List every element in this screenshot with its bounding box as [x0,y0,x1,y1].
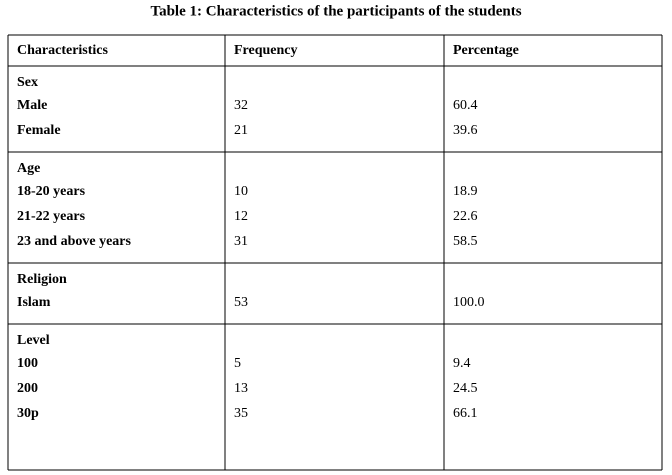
cell: 12 [234,209,248,224]
table: Characteristics Frequency Percentage Sex Mal… [7,34,663,471]
row-label: 200 [17,381,38,396]
header-cell: Percentage [453,43,519,58]
cell: 66.1 [453,406,478,421]
row-label: Female [17,123,61,138]
row-label: 23 and above years [17,234,132,249]
group-label: Sex [17,75,38,90]
row-label: 21-22 years [17,209,86,224]
cell: 58.5 [453,234,478,249]
cell: 21 [234,123,248,138]
cell: 31 [234,234,248,249]
group-label: Level [17,333,50,348]
group-label: Religion [17,272,67,287]
cell: 60.4 [453,98,478,113]
row-label: Male [17,98,47,113]
cell: 35 [234,406,248,421]
cell: 13 [234,381,248,396]
header-cell: Characteristics [17,43,109,58]
cell: 22.6 [453,209,478,224]
cell: 9.4 [453,356,471,371]
cell: 53 [234,295,248,310]
cell: 24.5 [453,381,478,396]
group-label: Age [17,161,40,176]
row-label: 100 [17,356,38,371]
cell: 39.6 [453,123,478,138]
cell: 32 [234,98,248,113]
row-label: 18-20 years [17,184,86,199]
cell: 18.9 [453,184,478,199]
table-title: Table 1: Characteristics of the particip… [150,3,521,19]
row-label: Islam [17,295,51,310]
row-label: 30p [17,406,39,421]
cell: 100.0 [453,295,485,310]
cell: 10 [234,184,248,199]
header-cell: Frequency [234,43,298,58]
cell: 5 [234,356,241,371]
